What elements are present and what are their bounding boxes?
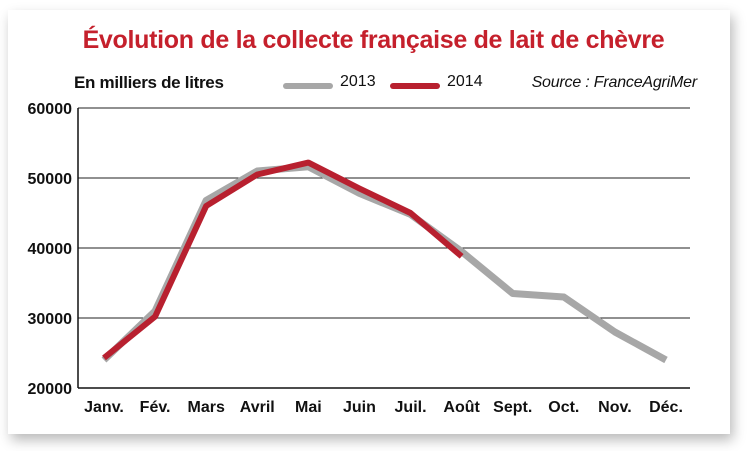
legend-label-2014: 2014: [447, 73, 483, 90]
legend-swatch-2014: [390, 83, 440, 89]
x-tick-label: Mai: [295, 399, 322, 416]
x-tick-label: Mars: [188, 399, 225, 416]
legend-swatch-2013: [283, 83, 333, 89]
source-note: Source : FranceAgriMer: [531, 74, 698, 91]
y-tick-label: 20000: [28, 381, 73, 398]
y-tick-label: 50000: [28, 171, 73, 188]
series-line-2014: [102, 159, 464, 361]
unit-label: En milliers de litres: [74, 73, 224, 92]
y-tick-label: 60000: [28, 101, 73, 118]
x-tick-label: Janv.: [84, 399, 124, 416]
legend-label-2013: 2013: [340, 73, 376, 90]
series-line-2013: [101, 163, 668, 364]
x-tick-label: Oct.: [548, 399, 579, 416]
chart-card: [8, 10, 730, 434]
x-tick-label: Fév.: [140, 399, 171, 416]
x-tick-label: Déc.: [649, 399, 683, 416]
x-tick-label: Juin: [343, 399, 376, 416]
x-tick-label: Août: [443, 399, 480, 416]
x-tick-label: Nov.: [598, 399, 631, 416]
x-tick-label: Juil.: [395, 399, 427, 416]
chart-title: Évolution de la collecte française de la…: [82, 26, 665, 54]
x-tick-label: Sept.: [493, 399, 532, 416]
y-tick-label: 30000: [28, 311, 73, 328]
x-tick-label: Avril: [240, 399, 275, 416]
y-tick-label: 40000: [28, 241, 73, 258]
